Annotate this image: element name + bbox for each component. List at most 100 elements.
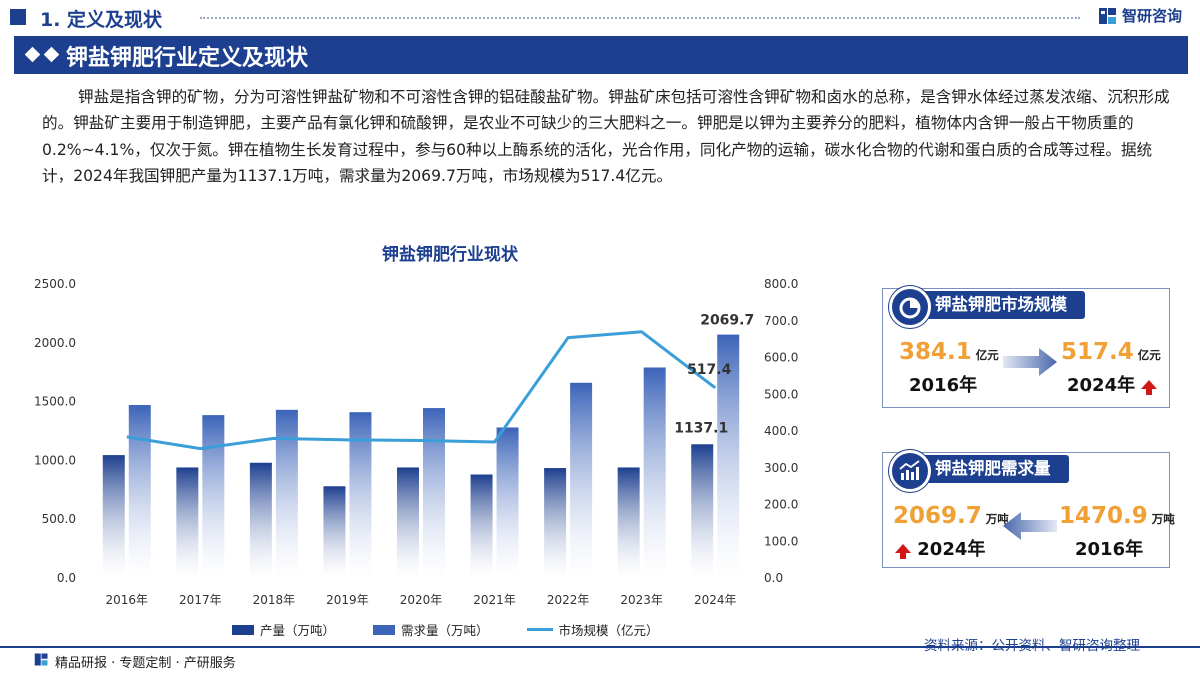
y-right-tick-label: 600.0 (764, 351, 798, 365)
y-left-tick-label: 1000.0 (34, 453, 76, 467)
pie-chart-icon (889, 286, 931, 328)
market-card-title: 钾盐钾肥市场规模 (925, 291, 1085, 319)
market-year-2016: 2016年 (909, 375, 978, 396)
page-title: 钾盐钾肥行业定义及现状 (66, 46, 309, 71)
brand-logo: 智研咨询 (1098, 5, 1182, 26)
footer-slogan: 精品研报 · 专题定制 · 产研服务 (55, 656, 236, 671)
y-right-tick-label: 400.0 (764, 424, 798, 438)
section-title: 1. 定义及现状 (40, 9, 163, 31)
demand-card-title: 钾盐钾肥需求量 (925, 455, 1069, 483)
legend-label-demand: 需求量（万吨） (401, 623, 489, 638)
y-right-tick-label: 100.0 (764, 534, 798, 548)
y-right-tick-label: 500.0 (764, 387, 798, 401)
y-left-tick-label: 2000.0 (34, 336, 76, 350)
x-tick-label: 2019年 (326, 593, 369, 607)
demand-unit-2016: 万吨 (1151, 512, 1175, 526)
data-label-market-2024: 517.4 (687, 362, 732, 378)
data-label-demand-2024: 2069.7 (700, 313, 754, 329)
up-arrow-icon (895, 544, 911, 559)
legend-swatch-demand (373, 624, 396, 635)
header-divider (200, 17, 1080, 19)
x-tick-label: 2024年 (694, 593, 737, 607)
legend-item-output: 产量（万吨） (232, 620, 335, 639)
y-right-tick-label: 700.0 (764, 314, 798, 328)
arrow-right-icon (1003, 348, 1057, 376)
source-note: 资料来源：公开资料、智研咨询整理 (924, 638, 1140, 654)
data-label-output-2024: 1137.1 (674, 420, 728, 436)
brand-icon (1098, 6, 1118, 26)
demand-stat-2024: 2069.7 万吨 (893, 503, 1009, 529)
footer-slogan-row: 精品研报 · 专题定制 · 产研服务 (34, 652, 236, 671)
bar-output (176, 467, 199, 578)
legend-swatch-market (526, 628, 553, 631)
demand-unit-2024: 万吨 (985, 512, 1009, 526)
bar-output (397, 467, 419, 578)
bar-output (470, 474, 493, 578)
demand-card: 钾盐钾肥需求量 2069.7 万吨 2024年 1470.9 万吨 2016年 (882, 450, 1175, 568)
y-right-tick-label: 0.0 (764, 571, 783, 585)
market-unit-2024: 亿元 (1137, 348, 1161, 362)
brand-name: 智研咨询 (1122, 7, 1183, 25)
market-card-header: 钾盐钾肥市场规模 (889, 286, 1165, 328)
section-marker (10, 9, 26, 25)
y-right-tick-label: 300.0 (764, 461, 798, 475)
combo-chart: 0.0 500.0 1000.0 1500.0 2000.0 2500.0 0.0 100.0… (34, 277, 798, 607)
x-tick-label: 2020年 (400, 593, 443, 607)
legend-item-demand: 需求量（万吨） (373, 620, 489, 639)
demand-year-2024: 2024年 (917, 539, 986, 560)
demand-year-2016: 2016年 (1075, 539, 1144, 560)
y-left-tick-label: 1500.0 (34, 395, 76, 409)
y-left-tick-label: 0.0 (57, 571, 76, 585)
line-market-size (126, 330, 717, 451)
market-value-2016: 384.1 (899, 339, 972, 365)
bar-output (691, 444, 714, 578)
chart-title: 钾盐钾肥行业现状 (382, 245, 518, 265)
bar-output (617, 467, 640, 578)
legend-item-market: 市场规模（亿元） (526, 620, 659, 639)
demand-year-2024-row: 2024年 (895, 535, 985, 561)
bar-demand (423, 408, 445, 578)
up-arrow-icon (1141, 380, 1158, 395)
intro-paragraph: 钾盐是指含钾的矿物，分为可溶性钾盐矿物和不可溶性含钾的铝硅酸盐矿物。钾盐矿床包括… (42, 88, 1170, 186)
y-left-tick-label: 500.0 (42, 512, 76, 526)
top-header: 1. 定义及现状 智研咨询 (0, 0, 1200, 36)
legend-label-market: 市场规模（亿元） (558, 623, 659, 638)
legend-swatch-output (232, 624, 254, 635)
market-size-card: 钾盐钾肥市场规模 384.1 亿元 2016年 517.4 亿元 2024年 (882, 286, 1170, 408)
y-right-tick-label: 200.0 (764, 498, 798, 512)
bar-output (102, 455, 125, 578)
demand-value-2016: 1470.9 (1059, 503, 1148, 529)
legend-label-output: 产量（万吨） (260, 623, 336, 638)
bar-output (323, 486, 346, 578)
demand-card-header: 钾盐钾肥需求量 (889, 450, 1165, 492)
title-banner: 钾盐钾肥行业定义及现状 (14, 36, 1188, 74)
bar-output (544, 468, 567, 578)
bar-demand (496, 427, 519, 578)
y-right-tick-label: 800.0 (764, 277, 798, 291)
bar-demand (643, 367, 666, 578)
arrow-left-icon (1003, 512, 1057, 540)
bar-demand (202, 415, 225, 578)
bar-demand (717, 334, 740, 578)
market-unit-2016: 亿元 (975, 348, 999, 362)
y-left-tick-label: 2500.0 (34, 277, 76, 291)
market-stat-2016: 384.1 亿元 (899, 339, 999, 365)
market-stat-2024: 517.4 亿元 (1061, 339, 1161, 365)
bar-demand (570, 382, 593, 578)
x-tick-label: 2017年 (179, 593, 222, 607)
footer-divider (0, 646, 1200, 648)
x-tick-label: 2016年 (106, 593, 149, 607)
diamond-icon (24, 46, 60, 63)
chart-legend: 产量（万吨） 需求量（万吨） 市场规模（亿元） (232, 620, 659, 639)
bar-output (249, 462, 272, 578)
bar-trend-icon (889, 450, 931, 492)
market-value-2024: 517.4 (1061, 339, 1134, 365)
bar-demand (275, 409, 298, 578)
market-year-2024: 2024年 (1067, 375, 1136, 396)
demand-stat-2016: 1470.9 万吨 (1059, 503, 1175, 529)
x-tick-label: 2023年 (620, 593, 663, 607)
demand-value-2024: 2069.7 (893, 503, 982, 529)
x-tick-label: 2022年 (547, 593, 590, 607)
bar-demand (349, 412, 372, 578)
market-year-2024-row: 2024年 (1067, 371, 1158, 397)
